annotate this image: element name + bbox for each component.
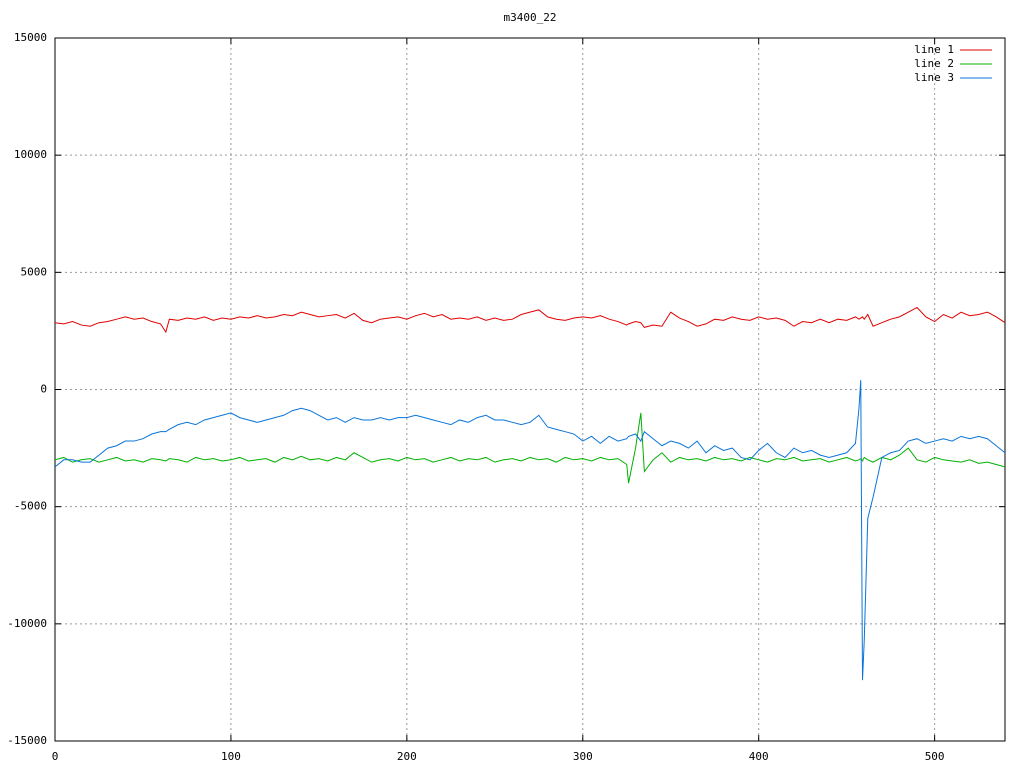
chart-title: m3400_22 <box>504 11 557 24</box>
x-tick-label: 300 <box>573 750 593 763</box>
x-tick-label: 100 <box>221 750 241 763</box>
y-tick-label: -5000 <box>14 500 47 513</box>
legend-label: line 1 <box>914 43 954 56</box>
legend-label: line 3 <box>914 71 954 84</box>
y-tick-label: 0 <box>40 383 47 396</box>
y-tick-label: 5000 <box>21 265 48 278</box>
y-tick-label: -10000 <box>7 617 47 630</box>
y-tick-label: 15000 <box>14 31 47 44</box>
y-tick-label: 10000 <box>14 148 47 161</box>
y-tick-label: -15000 <box>7 734 47 747</box>
x-tick-label: 400 <box>749 750 769 763</box>
data-line <box>54 412 1006 484</box>
data-line <box>54 306 1006 334</box>
x-tick-label: 200 <box>397 750 417 763</box>
legend-label: line 2 <box>914 57 954 70</box>
x-tick-label: 0 <box>52 750 59 763</box>
data-line <box>54 380 1006 681</box>
x-tick-label: 500 <box>925 750 945 763</box>
